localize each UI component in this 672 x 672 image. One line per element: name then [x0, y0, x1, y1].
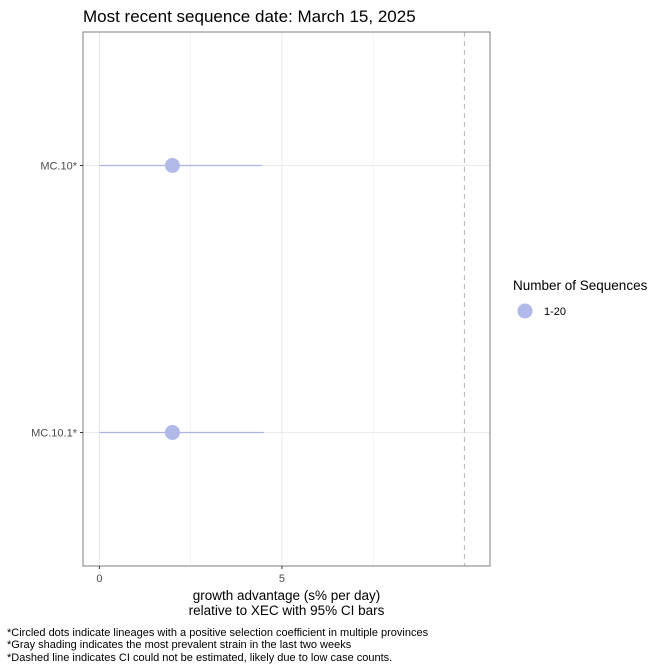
footnotes: *Circled dots indicate lineages with a p… — [7, 627, 429, 664]
panel-border — [82, 31, 491, 567]
footnote-3: *Dashed line indicates CI could not be e… — [7, 652, 392, 664]
x-axis-title-line-1: relative to XEC with 95% CI bars — [189, 603, 385, 618]
data-point-0 — [164, 158, 180, 173]
plot-panel: MC.10* MC.10.1* 0 5 growth advantage (s% per… — [31, 31, 491, 618]
x-axis-title-line-0: growth advantage (s% per day) — [193, 588, 381, 603]
legend-title: Number of Sequences — [513, 278, 648, 293]
y-tick-label-1: MC.10.1* — [31, 428, 78, 440]
legend: Number of Sequences 1-20 — [513, 278, 648, 319]
footnote-2: *Gray shading indicates the most prevale… — [7, 639, 352, 651]
footnote-1: *Circled dots indicate lineages with a p… — [7, 627, 429, 639]
legend-label-0: 1-20 — [544, 306, 566, 318]
y-tick-label-0: MC.10* — [40, 161, 77, 173]
legend-key-0 — [517, 303, 533, 319]
x-tick-label-1: 5 — [279, 573, 285, 585]
chart-title: Most recent sequence date: March 15, 202… — [83, 7, 416, 26]
data-point-1 — [164, 425, 180, 440]
x-tick-label-0: 0 — [96, 573, 102, 585]
